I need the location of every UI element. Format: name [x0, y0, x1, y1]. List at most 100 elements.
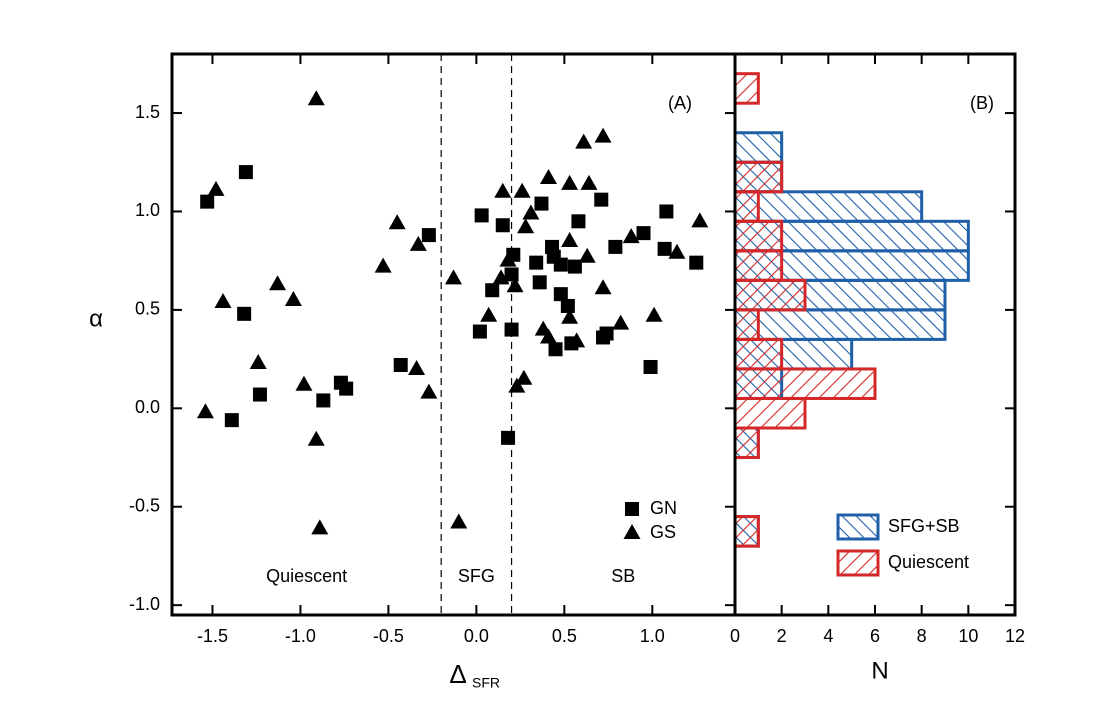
legend-swatch	[836, 549, 880, 577]
y-tick-label: 1.5	[135, 102, 160, 122]
point	[561, 308, 579, 324]
point	[594, 127, 612, 143]
point	[689, 255, 704, 270]
point	[506, 277, 524, 293]
point	[224, 413, 239, 428]
histogram-bar	[733, 278, 807, 312]
point	[608, 239, 623, 254]
point	[295, 375, 313, 391]
point	[668, 243, 686, 259]
point	[214, 293, 232, 309]
histogram-bar	[733, 72, 760, 105]
point	[513, 182, 531, 198]
point	[553, 257, 568, 272]
histogram-bar	[733, 308, 947, 341]
histogram-bar	[733, 160, 784, 194]
y-tick-label: -0.5	[129, 495, 160, 515]
point	[561, 174, 579, 190]
point	[393, 358, 408, 373]
point	[485, 283, 500, 298]
point	[269, 275, 287, 291]
point	[339, 381, 354, 396]
point	[636, 226, 651, 241]
point	[553, 287, 568, 302]
histogram-bar	[733, 396, 807, 430]
histogram-bar	[733, 515, 760, 548]
point	[504, 267, 519, 282]
legend-marker	[623, 524, 641, 539]
point	[200, 194, 215, 209]
point	[501, 430, 516, 445]
x-axis-label-subscript: SFR	[472, 675, 500, 691]
point	[495, 218, 510, 233]
y-tick-label: 0.5	[135, 299, 160, 319]
x-tick-label: 4	[823, 626, 833, 646]
x-tick-label: 8	[917, 626, 927, 646]
point	[529, 255, 544, 270]
point	[575, 133, 593, 149]
point	[284, 291, 302, 307]
histogram-bar	[733, 426, 760, 460]
point	[508, 377, 526, 393]
point	[599, 326, 614, 341]
point	[311, 519, 329, 535]
point	[622, 228, 640, 244]
legend-marker	[625, 502, 639, 516]
point	[207, 180, 225, 196]
legend-label: SFG+SB	[888, 516, 960, 536]
point	[249, 354, 267, 370]
point	[657, 241, 672, 256]
region-label: SFG	[458, 566, 495, 586]
point	[196, 403, 214, 419]
point	[515, 369, 533, 385]
point	[532, 275, 547, 290]
point	[571, 214, 586, 229]
plot-frame	[733, 52, 1017, 617]
y-tick-label: -1.0	[129, 594, 160, 614]
point	[480, 306, 498, 322]
point	[580, 174, 598, 190]
x-tick-label: 0.5	[552, 626, 577, 646]
point	[492, 269, 510, 285]
x-tick-label: 2	[777, 626, 787, 646]
histogram-bar	[733, 337, 784, 371]
x-tick-label: 6	[870, 626, 880, 646]
point	[445, 269, 462, 285]
point	[504, 322, 519, 337]
legend-swatch	[836, 513, 880, 541]
histogram-bar	[733, 190, 760, 223]
point	[561, 232, 579, 247]
point	[612, 314, 630, 330]
point	[548, 342, 563, 357]
point	[567, 259, 582, 274]
point	[540, 328, 558, 344]
x-tick-label: -1.5	[197, 626, 228, 646]
point	[252, 387, 267, 402]
point	[540, 169, 558, 185]
point	[374, 257, 392, 273]
region-label: Quiescent	[266, 566, 347, 586]
point	[472, 324, 487, 339]
point	[316, 393, 331, 408]
point	[307, 430, 325, 446]
y-tick-label: 1.0	[135, 200, 160, 220]
histogram-bar	[733, 308, 760, 341]
point	[568, 332, 586, 348]
point	[560, 298, 575, 313]
point	[421, 228, 436, 243]
point	[517, 218, 535, 234]
histogram-bar	[733, 367, 877, 400]
point	[534, 196, 549, 211]
x-tick-label: -1.0	[285, 626, 316, 646]
point	[237, 306, 252, 321]
region-label: SB	[611, 566, 635, 586]
legend-label: Quiescent	[888, 552, 969, 572]
x-axis-label: N	[871, 657, 888, 684]
histogram-bar	[733, 190, 924, 223]
point	[388, 214, 406, 230]
point	[450, 513, 468, 529]
x-tick-label: 0.0	[464, 626, 489, 646]
point	[494, 182, 512, 198]
y-axis-label: α	[89, 305, 103, 332]
